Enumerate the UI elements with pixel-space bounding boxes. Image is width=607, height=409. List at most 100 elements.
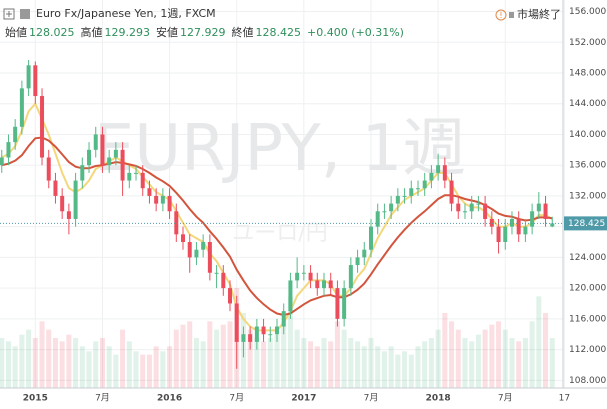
volume-bar [395, 354, 401, 388]
candle-body [462, 211, 467, 213]
volume-bar [187, 321, 193, 388]
y-tick-label: 116.000 [569, 314, 606, 324]
x-tick-label: 2016 [157, 394, 182, 404]
volume-bar [442, 313, 448, 388]
candle-body [254, 326, 259, 342]
volume-bar [227, 321, 233, 388]
y-tick-label: 112.000 [569, 345, 606, 355]
candle-body [100, 134, 105, 166]
y-tick-label: 108.000 [569, 376, 606, 386]
volume-bar [146, 354, 152, 388]
volume-bar [388, 346, 394, 388]
volume-layer [0, 288, 555, 388]
candle-body [275, 326, 280, 335]
volume-bar [207, 321, 213, 388]
ohlc-header: 始値 128.025 高値 129.293 安値 127.929 終値 128.425 +0.4… [5, 25, 404, 39]
candle-body [221, 272, 226, 289]
ohlc-label: 安値 [156, 25, 178, 39]
candle-body [93, 134, 98, 150]
volume-bar [536, 296, 542, 388]
candle-body [187, 242, 192, 258]
volume-bar [301, 338, 307, 388]
candle-body [476, 203, 481, 205]
volume-bar [66, 334, 72, 388]
candle-body [66, 211, 71, 219]
candle-body [13, 126, 18, 143]
ohlc-label: 終値 [232, 25, 254, 39]
ohlc-label: 始値 [5, 25, 27, 39]
status-dot [509, 12, 514, 18]
symbol-title: Euro Fx/Japanese Yen, 1週, FXCM [36, 7, 216, 20]
volume-bar [46, 329, 52, 388]
candle-body [422, 180, 427, 189]
volume-bar [19, 334, 25, 388]
volume-bar [5, 341, 11, 388]
volume-bar [489, 324, 495, 388]
x-tick-label: 7月 [498, 393, 513, 404]
volume-bar [106, 346, 112, 388]
candle-body [120, 149, 125, 181]
y-tick-label: 132.000 [569, 191, 606, 201]
x-tick-label: 7月 [229, 393, 244, 404]
volume-bar [0, 338, 5, 388]
volume-bar [308, 341, 314, 388]
candle-body [134, 172, 139, 174]
volume-bar [173, 329, 179, 388]
volume-bar [52, 338, 58, 388]
candle-body [147, 188, 152, 196]
y-tick-label: 140.000 [569, 130, 606, 140]
collapse-icon[interactable] [3, 8, 15, 20]
ohlc-value: 129.293 [105, 26, 151, 39]
candle-body [60, 195, 65, 212]
volume-bar [214, 329, 220, 388]
candle-body [40, 96, 45, 158]
y-tick-label: 120.000 [569, 284, 606, 294]
candle-body [261, 326, 266, 335]
candle-body [0, 157, 4, 166]
y-tick-label: 144.000 [569, 99, 606, 109]
candle-body [268, 334, 273, 336]
candle-body [167, 195, 172, 212]
volume-bar [375, 346, 381, 388]
candle-body [174, 211, 179, 235]
ohlc-value: 128.425 [256, 26, 302, 39]
volume-bar [120, 329, 126, 388]
candle-body [248, 334, 253, 342]
volume-bar [12, 346, 18, 388]
candle-body [503, 226, 508, 243]
x-tick-label: 2018 [426, 394, 451, 404]
volume-bar [32, 338, 38, 388]
candle-body [234, 303, 239, 342]
candle-body [315, 280, 320, 289]
candle-body [160, 195, 165, 204]
y-tick-label: 152.000 [569, 38, 606, 48]
volume-bar [220, 324, 226, 388]
status-icon-mark: ! [499, 11, 502, 20]
watermark: EURJPY, 1週 [94, 112, 466, 186]
volume-bar [361, 346, 367, 388]
volume-bar [496, 321, 502, 388]
x-tick-label: 2015 [23, 394, 48, 404]
volume-bar [287, 296, 293, 388]
candle-body [113, 149, 118, 158]
candle-body [536, 203, 541, 212]
ohlc-value: 128.025 [29, 26, 75, 39]
volume-bar [314, 346, 320, 388]
candle-body [308, 272, 313, 281]
moving-average [1, 136, 553, 317]
candle-body [33, 65, 38, 97]
candle-body [348, 265, 353, 289]
volume-bar [328, 341, 334, 388]
volume-bar [449, 321, 455, 388]
volume-bar [368, 338, 374, 388]
last-price-label: 128.425 [568, 219, 605, 229]
volume-bar [462, 338, 468, 388]
volume-bar [79, 346, 85, 388]
candle-body [214, 272, 219, 274]
candle-body [53, 180, 58, 196]
volume-bar [39, 321, 45, 388]
volume-bar [153, 346, 159, 388]
last-price-box [564, 216, 607, 231]
candle-body [409, 188, 414, 196]
volume-bar [247, 329, 253, 388]
